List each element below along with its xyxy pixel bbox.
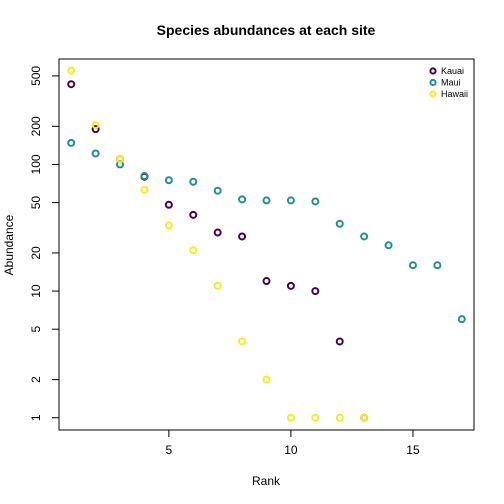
legend-label-maui: Maui <box>441 78 461 88</box>
legend-marker-hawaii <box>429 90 437 98</box>
data-points <box>67 66 466 422</box>
point-kauai <box>335 337 344 346</box>
x-tick-label: 5 <box>166 443 173 457</box>
point-maui <box>384 241 393 250</box>
y-tick-label: 2 <box>29 376 43 383</box>
point-maui <box>408 261 417 270</box>
point-maui <box>67 138 76 147</box>
y-tick-label: 20 <box>29 246 43 260</box>
point-hawaii <box>164 221 173 230</box>
point-maui <box>311 197 320 206</box>
legend-marker-maui <box>429 78 437 87</box>
x-tick-label: 15 <box>406 443 420 457</box>
point-kauai <box>91 125 100 134</box>
point-maui <box>213 186 222 195</box>
point-kauai <box>262 277 271 286</box>
point-hawaii <box>189 246 198 255</box>
y-tick-label: 200 <box>29 116 43 136</box>
legend-label-kauai: Kauai <box>441 66 464 76</box>
x-axis-label: Rank <box>252 474 281 488</box>
point-maui <box>360 232 369 241</box>
point-hawaii <box>262 375 271 384</box>
point-hawaii <box>67 66 76 75</box>
point-kauai <box>311 287 320 296</box>
point-hawaii <box>286 413 295 422</box>
point-maui <box>335 219 344 228</box>
point-kauai <box>164 200 173 209</box>
x-axis: 5 10 15 <box>166 430 420 457</box>
chart-title: Species abundances at each site <box>157 22 376 38</box>
legend-label-hawaii: Hawaii <box>441 89 468 99</box>
y-tick-label: 10 <box>29 284 43 298</box>
legend-marker-kauai <box>429 67 437 75</box>
y-tick-label: 5 <box>29 326 43 333</box>
point-kauai <box>189 210 198 219</box>
point-maui <box>457 315 466 324</box>
point-kauai <box>213 228 222 237</box>
x-tick-label: 10 <box>284 443 298 457</box>
point-kauai <box>238 232 247 241</box>
point-hawaii <box>213 281 222 290</box>
point-hawaii <box>311 413 320 422</box>
point-maui <box>262 196 271 205</box>
y-tick-label: 1 <box>29 414 43 421</box>
point-kauai <box>67 80 76 89</box>
point-kauai <box>286 281 295 290</box>
y-tick-label: 100 <box>29 154 43 174</box>
y-axis: 1 2 5 10 20 50 100 200 500 <box>29 66 59 421</box>
point-hawaii <box>360 413 369 422</box>
point-hawaii <box>91 120 100 129</box>
point-maui <box>91 149 100 158</box>
point-maui <box>433 261 442 270</box>
y-axis-label: Abundance <box>2 214 16 275</box>
point-maui <box>286 196 295 205</box>
point-maui <box>189 177 198 186</box>
plot-frame <box>58 58 475 431</box>
point-maui <box>164 176 173 185</box>
point-hawaii <box>116 155 125 164</box>
point-hawaii <box>335 413 344 422</box>
point-maui <box>238 195 247 204</box>
point-hawaii <box>140 185 149 194</box>
y-tick-label: 500 <box>29 66 43 86</box>
point-hawaii <box>238 337 247 346</box>
y-tick-label: 50 <box>29 196 43 210</box>
point-maui <box>140 172 149 181</box>
